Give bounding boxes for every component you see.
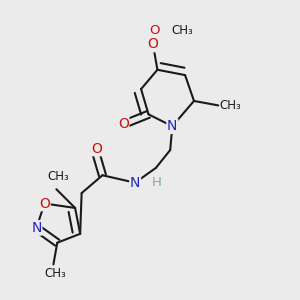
Text: O: O xyxy=(148,38,158,52)
Text: O: O xyxy=(91,142,102,155)
Text: O: O xyxy=(39,196,50,211)
Text: CH₃: CH₃ xyxy=(171,24,193,37)
Text: N: N xyxy=(130,176,140,190)
Text: O: O xyxy=(149,24,160,37)
Text: H: H xyxy=(152,176,161,189)
Text: CH₃: CH₃ xyxy=(47,170,69,183)
Text: CH₃: CH₃ xyxy=(44,267,66,280)
Text: O: O xyxy=(118,117,129,131)
Text: N: N xyxy=(31,221,42,235)
Text: CH₃: CH₃ xyxy=(220,99,242,112)
Text: N: N xyxy=(167,119,178,133)
